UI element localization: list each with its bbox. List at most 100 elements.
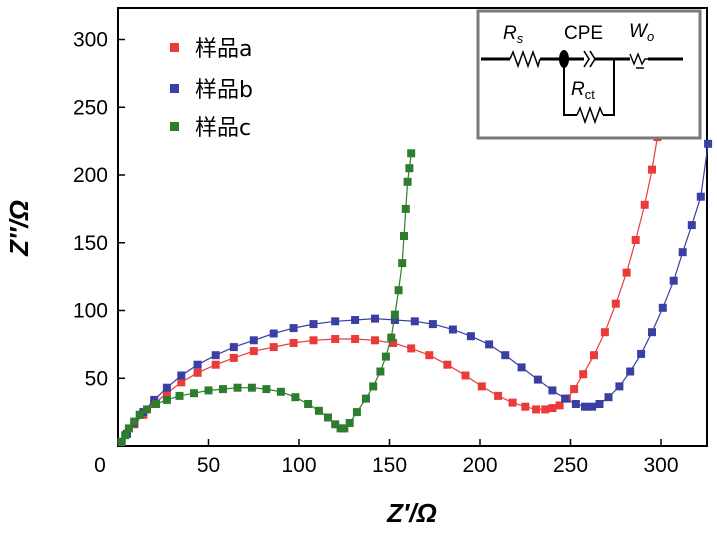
series-c-point: [135, 410, 144, 419]
series-c-point: [130, 417, 139, 426]
series-c-point: [398, 259, 407, 268]
series-c-point: [152, 400, 160, 408]
series-b-point: [588, 402, 597, 411]
series-c-point: [276, 387, 285, 396]
series-b-point: [211, 351, 220, 360]
series-b: [117, 139, 713, 446]
series-b-point: [615, 382, 624, 391]
series-c-point: [162, 395, 171, 404]
series-a-point: [611, 299, 620, 308]
resistor-rct-icon: [576, 105, 604, 125]
series-a-point: [249, 347, 258, 356]
series-a-point: [622, 268, 631, 277]
series-a-point: [229, 353, 238, 362]
label-rs: Rs: [503, 23, 524, 46]
series-c-point: [291, 393, 300, 402]
series-b-point: [466, 332, 475, 341]
series-b-point: [704, 139, 713, 148]
series-a-point: [193, 368, 202, 377]
series-a-point: [309, 336, 318, 345]
series-b-point: [331, 317, 340, 326]
series-c-point: [390, 310, 399, 319]
y-axis-title: Z″/Ω: [4, 200, 34, 257]
series-c-point: [362, 394, 370, 403]
series-c-point: [247, 383, 256, 392]
series-b-point: [581, 402, 589, 411]
series-c-point: [204, 386, 213, 395]
series-a-point: [351, 335, 360, 343]
series-c-point: [376, 367, 385, 376]
series-layer: [117, 133, 713, 446]
series-c-point: [124, 424, 133, 433]
label-wo-sub: o: [647, 29, 654, 44]
y-tick-label: 100: [73, 300, 108, 323]
series-c-point: [175, 391, 184, 400]
series-b-point: [548, 386, 557, 395]
label-rs-sub: s: [517, 31, 524, 46]
series-a-point: [289, 339, 298, 347]
circuit-wire-branch: [563, 59, 615, 116]
series-b-point: [561, 394, 570, 403]
legend-label-c: 样品c: [195, 116, 251, 141]
series-c-point: [340, 424, 349, 433]
series-b-point: [390, 316, 399, 324]
series-c-point: [304, 400, 313, 408]
y-tick-label: 250: [73, 96, 108, 119]
series-a-point: [477, 382, 486, 391]
y-axis-ticks: 50 100 150 200 250 300: [73, 29, 125, 390]
series-c-point: [400, 232, 408, 240]
series-c-point: [407, 149, 416, 158]
series-b-point: [193, 360, 202, 369]
series-c-point: [381, 352, 390, 361]
inset-frame: [476, 9, 702, 140]
series-b-point: [177, 371, 186, 380]
series-b-point: [626, 367, 635, 376]
series-b-point: [571, 400, 580, 408]
resistor-rs-icon: [509, 49, 541, 69]
series-a-point: [579, 370, 588, 379]
series-c-point: [324, 413, 332, 422]
series-b-point: [595, 400, 604, 408]
legend-marker-a: [170, 43, 179, 52]
series-b-point: [448, 325, 457, 334]
series-b-point: [669, 276, 678, 285]
x-tick-label-zero: 0: [94, 454, 106, 477]
y-tick-label: 150: [73, 232, 108, 255]
series-c-point: [405, 164, 414, 173]
series-b-point: [533, 375, 542, 384]
series-b-point: [289, 324, 298, 333]
x-tick-label: 200: [462, 454, 497, 477]
series-b-point: [269, 329, 278, 338]
series-a-point: [521, 402, 530, 411]
series-a-point: [640, 200, 649, 209]
label-rct: Rct: [571, 79, 595, 102]
y-tick-label: 50: [85, 367, 108, 390]
series-b-point: [687, 221, 696, 230]
series-a-point: [508, 398, 517, 407]
series-b-point: [485, 340, 494, 349]
plot-frame: [117, 7, 708, 447]
series-b-point: [410, 317, 419, 326]
series-a-point: [162, 389, 171, 398]
series-b-point: [150, 395, 159, 404]
series-c-point: [190, 389, 198, 398]
series-a-point: [648, 165, 656, 174]
series-b-point: [229, 343, 238, 352]
cpe-element-icon: [583, 50, 596, 68]
series-b-point: [351, 316, 360, 324]
series-a-point: [269, 343, 278, 352]
series-c-point: [117, 437, 126, 446]
series-c-point: [314, 406, 323, 415]
series-c-point: [143, 405, 151, 414]
series-c-point: [369, 382, 378, 391]
series-a-point: [443, 360, 452, 369]
legend: 样品a 样品b 样品c: [170, 37, 253, 141]
series-b-point: [696, 192, 705, 201]
series-a-point: [570, 385, 579, 394]
label-rct-sub: ct: [585, 87, 596, 102]
x-tick-label: 100: [281, 454, 316, 477]
series-a-point: [211, 360, 220, 369]
series-b-point: [648, 328, 656, 337]
series-b-point: [604, 393, 613, 402]
